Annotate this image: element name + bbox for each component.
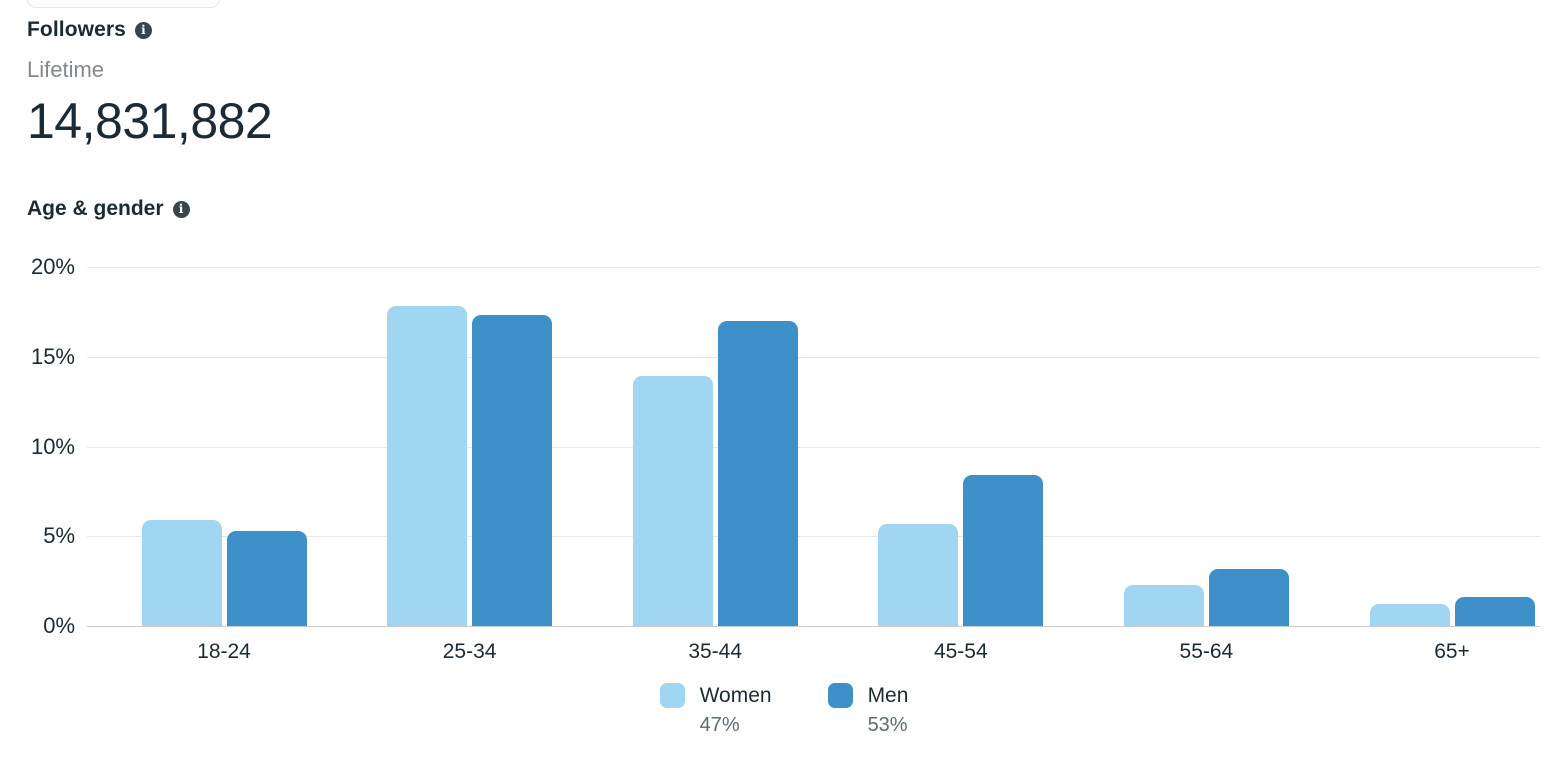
gridline xyxy=(87,536,1540,538)
bar-men-35-44[interactable] xyxy=(717,320,798,626)
bar-men-55-64[interactable] xyxy=(1208,568,1289,626)
y-tick-label: 15% xyxy=(30,343,75,369)
info-icon[interactable]: i xyxy=(134,21,152,39)
y-tick-label: 10% xyxy=(30,433,75,459)
legend-label: Men xyxy=(867,684,909,707)
y-tick-label: 20% xyxy=(30,254,75,279)
y-tick-label: 0% xyxy=(43,613,75,638)
followers-title: Followers xyxy=(27,18,126,41)
chart-legend: Women 47% Men 53% xyxy=(0,683,1568,738)
gridline xyxy=(87,267,1540,268)
bar-men-45-54[interactable] xyxy=(963,475,1044,626)
x-label-55-64: 55-64 xyxy=(1179,640,1234,663)
bar-men-65+[interactable] xyxy=(1454,597,1535,626)
period-label: Lifetime xyxy=(27,57,105,82)
x-label-45-54: 45-54 xyxy=(933,640,988,663)
bar-women-65+[interactable] xyxy=(1369,604,1450,626)
bar-women-55-64[interactable] xyxy=(1123,584,1204,626)
x-label-65+: 65+ xyxy=(1434,640,1470,663)
x-label-25-34: 25-34 xyxy=(442,640,497,663)
gridline xyxy=(87,446,1540,448)
bar-women-35-44[interactable] xyxy=(632,376,713,626)
age-gender-section-heading: Age & gender i xyxy=(27,197,190,221)
gridline xyxy=(87,356,1540,358)
age-gender-title: Age & gender xyxy=(27,197,164,220)
legend-item-women[interactable]: Women 47% xyxy=(659,683,772,738)
x-label-18-24: 18-24 xyxy=(197,640,251,663)
followers-card: Followers i Lifetime 14,831,882 xyxy=(27,18,273,150)
legend-label: Women xyxy=(699,684,772,707)
x-label-35-44: 35-44 xyxy=(688,640,743,663)
legend-share: 47% xyxy=(699,714,740,736)
bar-men-18-24[interactable] xyxy=(226,530,307,626)
followers-total: 14,831,882 xyxy=(27,93,273,149)
legend-swatch-women xyxy=(659,683,685,708)
bar-women-18-24[interactable] xyxy=(141,520,222,626)
bar-women-45-54[interactable] xyxy=(878,523,959,626)
legend-item-men[interactable]: Men 53% xyxy=(827,683,909,738)
info-icon[interactable]: i xyxy=(172,200,190,218)
bar-men-25-34[interactable] xyxy=(472,315,553,626)
x-axis-line xyxy=(87,626,1540,627)
legend-share: 53% xyxy=(867,714,908,736)
legend-swatch-men xyxy=(827,683,853,708)
y-tick-label: 5% xyxy=(43,523,75,549)
bar-women-25-34[interactable] xyxy=(387,306,468,626)
